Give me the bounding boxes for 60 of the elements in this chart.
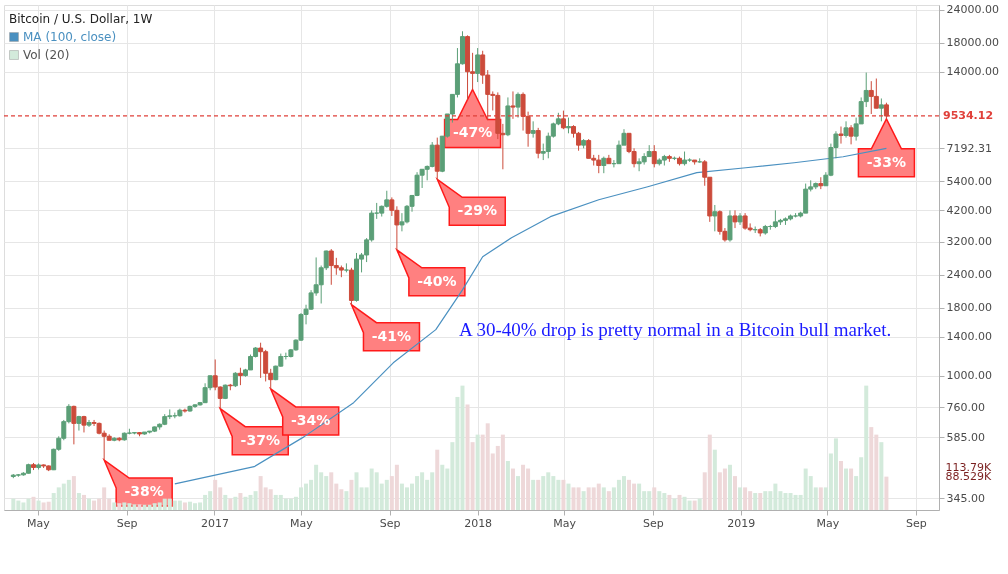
x-tick-label: May [26,516,51,530]
x-tick-label: May [816,516,840,530]
annotation: A 30-40% drop is pretty normal in a Bitcoin bull market. [459,319,892,340]
y-tick-label: 14000.00 [946,65,999,79]
x-tick-label: Sep [116,516,138,530]
candlestick [651,144,657,168]
candlestick [843,120,849,139]
candlestick [515,91,521,119]
y-tick-label: 7192.31 [946,141,992,155]
y-tick-label: 1800.00 [946,301,992,315]
annotation: -47% [452,124,493,141]
y-tick-label: 760.00 [946,400,985,414]
candlestick [535,127,541,159]
candlestick [510,90,516,120]
annotation: -37% [240,431,280,448]
candlestick [76,415,82,432]
x-tick-label: 2017 [200,516,229,530]
x-tick-label: Sep [906,516,927,530]
candlestick [838,126,844,145]
y-tick-label: 1000.00 [946,369,992,383]
candlestick [71,405,77,445]
candlestick [727,209,733,243]
x-tick-label: Sep [379,516,401,530]
y-tick-label: 585.00 [946,430,985,444]
annotation: -41% [371,327,412,344]
y-tick-label: 2400.00 [946,268,992,282]
candlestick [873,78,879,109]
y2-tick-label: 88.529K [945,470,992,484]
legend-label: MA (100, close) [23,30,117,44]
x-tick-label: 2019 [727,516,756,530]
candlestick [560,110,566,130]
x-tick-label: May [290,516,314,530]
annotation: -33% [866,153,907,170]
ref-line-label: 9534.12 [943,108,994,122]
y-tick-label: 1400.00 [946,330,992,344]
x-tick-label: 2018 [464,516,493,530]
y-tick-label: 345.00 [946,491,985,505]
y-tick-label: 24000.00 [946,3,999,17]
text: Bitcoin / U.S. Dollar, 1W [9,12,153,26]
candlestick [732,209,738,229]
annotation: -34% [291,411,331,428]
y-tick-label: 18000.00 [946,36,999,50]
y-tick-label: 5400.00 [946,174,992,188]
candlestick [429,141,435,168]
x-tick-label: Sep [642,516,664,530]
candlestick [586,138,592,159]
annotation: -29% [457,202,497,219]
annotation: -38% [124,483,164,500]
candlestick [530,120,536,139]
candlestick [475,47,481,83]
candlestick [712,204,718,232]
y-tick-label: 3200.00 [946,235,992,249]
candlestick [182,408,188,414]
x-tick-label: May [553,516,577,530]
candlestick [258,342,264,379]
candlestick [878,97,884,122]
annotation: -40% [417,272,457,289]
candlestick [848,124,854,145]
y-tick-label: 4200.00 [946,203,992,217]
legend-label: Vol (20) [23,48,70,62]
